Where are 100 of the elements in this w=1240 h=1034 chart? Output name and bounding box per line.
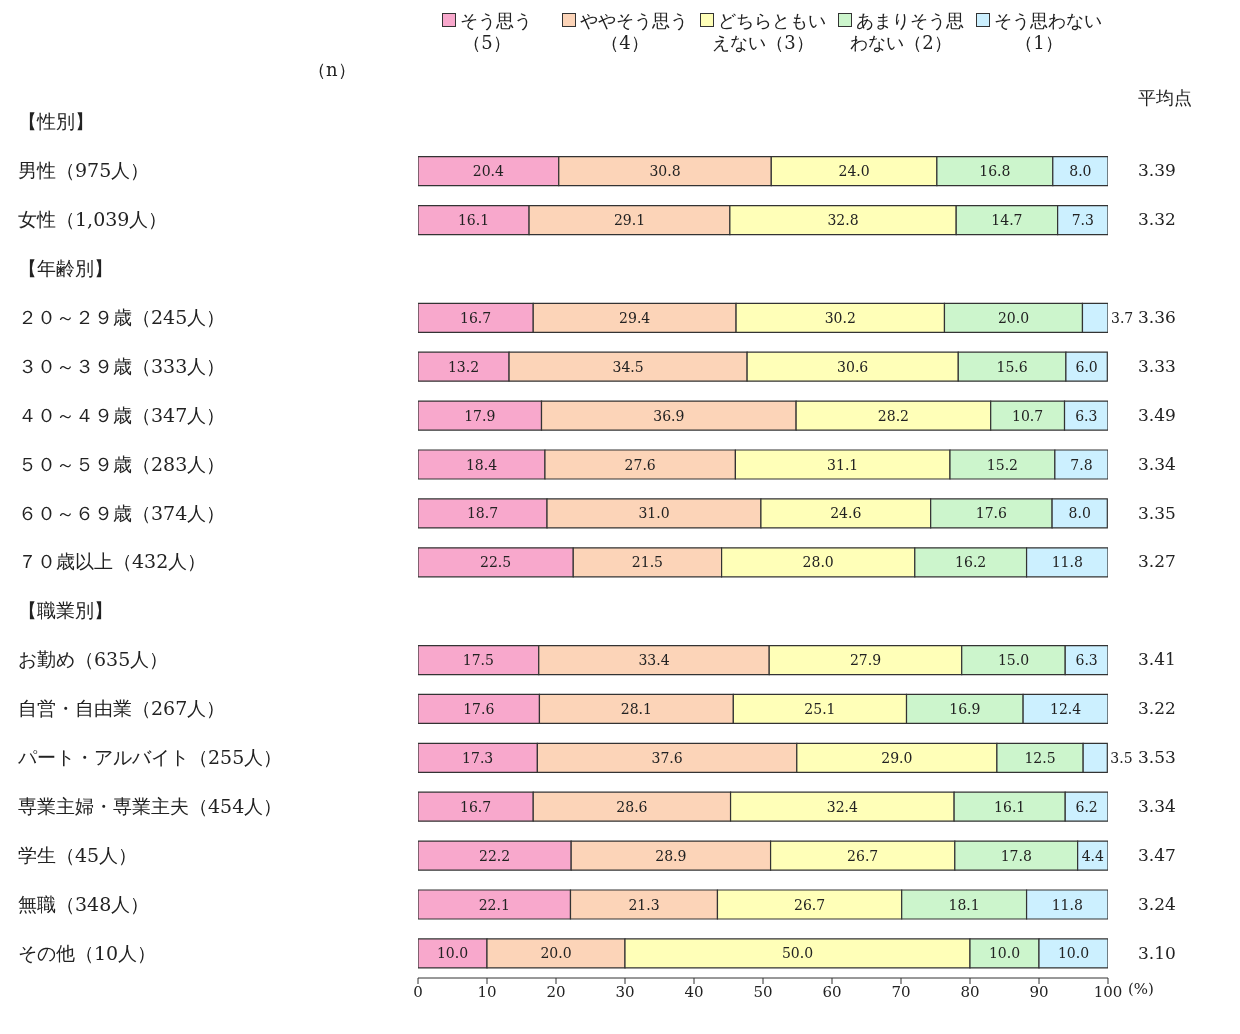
data-label: 24.0 — [838, 163, 870, 180]
data-label: 12.5 — [1024, 749, 1056, 766]
text: 3.33 — [1138, 355, 1176, 376]
data-label: 16.1 — [994, 798, 1026, 815]
y-tick-label: 女性（1,039人） — [18, 208, 168, 231]
data-label: 28.0 — [802, 554, 834, 571]
data-label: 14.7 — [991, 212, 1023, 229]
y-tick-label: 【職業別】 — [18, 599, 113, 622]
y-tick-label: ３０～３９歳（333人） — [18, 354, 226, 377]
text: 3.32 — [1138, 209, 1176, 230]
data-label: 29.0 — [881, 749, 913, 766]
data-label: 32.4 — [826, 798, 859, 815]
data-label: 18.4 — [465, 456, 498, 473]
data-label: 10.0 — [436, 945, 469, 962]
data-label: 10.0 — [1057, 945, 1090, 962]
data-label: 11.8 — [1051, 896, 1083, 913]
data-label: 15.6 — [996, 358, 1028, 375]
data-label: 27.9 — [849, 652, 882, 669]
data-label: 17.6 — [975, 505, 1008, 522]
data-label: 20.4 — [472, 163, 505, 180]
text: 3.53 — [1138, 747, 1176, 767]
x-tick-label: 10 — [477, 982, 497, 1001]
data-label: 8.0 — [1069, 163, 1092, 180]
y-tick-label: その他（10人） — [18, 941, 157, 964]
data-label: 18.7 — [466, 505, 499, 522]
y-tick-label: ５０～５９歳（283人） — [18, 452, 226, 475]
data-label: 17.9 — [464, 407, 496, 424]
x-tick-label: 20 — [546, 982, 566, 1001]
legend-label: どちらともいえない（3） — [711, 10, 827, 54]
x-tick-label: 70 — [891, 982, 911, 1001]
data-label: 6.2 — [1075, 798, 1098, 815]
y-tick-label: 自営・自由業（267人） — [18, 697, 226, 720]
text: 3.35 — [1138, 502, 1176, 523]
data-label: 28.1 — [620, 700, 652, 717]
x-tick-label: 60 — [822, 982, 842, 1001]
data-label: 24.6 — [830, 505, 862, 522]
data-label: 50.0 — [781, 945, 814, 962]
data-label: 21.3 — [628, 896, 660, 913]
data-label: 6.3 — [1075, 652, 1098, 669]
data-label: 30.2 — [824, 309, 856, 326]
data-label: 16.1 — [457, 212, 490, 229]
x-axis-title: (%) — [1128, 980, 1154, 998]
text: 3.36 — [1138, 307, 1176, 327]
x-tick-label: 100 — [1093, 982, 1123, 1001]
data-label: 11.8 — [1051, 554, 1083, 571]
data-label: 3.7 — [1111, 309, 1134, 326]
data-label: 16.9 — [949, 700, 981, 717]
y-tick-label: 無職（348人） — [18, 892, 150, 915]
text: 3.10 — [1138, 942, 1176, 963]
data-label: 16.7 — [460, 798, 492, 815]
text: 3.47 — [1138, 844, 1176, 865]
data-label: 18.1 — [948, 896, 980, 913]
data-label: 28.2 — [877, 407, 909, 424]
text: 3.22 — [1138, 698, 1176, 719]
data-label: 30.8 — [649, 163, 681, 180]
text: 3.27 — [1138, 551, 1176, 572]
text: 3.34 — [1138, 453, 1176, 474]
data-label: 28.6 — [616, 798, 648, 815]
data-label: 4.4 — [1081, 847, 1105, 864]
y-tick-label: ２０～２９歳（245人） — [18, 306, 226, 328]
data-label: 28.9 — [655, 847, 687, 864]
data-label: 31.0 — [638, 505, 670, 522]
data-label: 31.1 — [827, 456, 859, 473]
data-label: 22.5 — [480, 554, 512, 571]
data-label: 33.4 — [638, 652, 670, 669]
x-tick-label: 90 — [1029, 982, 1049, 1001]
y-tick-label: ６０～６９歳（374人） — [18, 501, 226, 524]
data-label: 20.0 — [997, 309, 1030, 326]
y-tick-label: お勤め（635人） — [18, 648, 169, 671]
data-label: 17.5 — [462, 652, 494, 669]
data-label: 22.1 — [478, 896, 510, 913]
data-label: 20.0 — [540, 945, 572, 962]
data-label: 17.3 — [462, 749, 494, 766]
text: 3.39 — [1138, 160, 1176, 181]
legend-label: そう思わない（1） — [993, 10, 1103, 54]
data-label: 26.7 — [793, 896, 826, 913]
data-label: 6.0 — [1075, 358, 1098, 375]
data-label: 15.2 — [986, 456, 1019, 473]
data-label: 29.4 — [619, 309, 651, 326]
y-tick-label: 学生（45人） — [18, 843, 138, 866]
data-label: 13.2 — [447, 358, 480, 375]
data-label: 34.5 — [612, 358, 644, 375]
data-label: 21.5 — [631, 554, 664, 571]
x-tick-label: 0 — [413, 982, 423, 1001]
data-label: 6.3 — [1075, 407, 1098, 424]
y-tick-label: ７０歳以上（432人） — [18, 550, 207, 573]
data-label: 16.8 — [979, 163, 1011, 180]
y-tick-label: 【性別】 — [18, 110, 94, 133]
text: 3.41 — [1138, 649, 1176, 670]
data-label: 3.5 — [1110, 749, 1133, 766]
data-label: 32.8 — [827, 212, 859, 229]
data-label: 16.7 — [460, 309, 492, 326]
text: （n） — [308, 58, 356, 82]
x-tick-label: 30 — [615, 982, 635, 1001]
data-label: 29.1 — [613, 212, 646, 229]
data-label: 25.1 — [804, 700, 836, 717]
text: 平均点 — [1138, 86, 1192, 110]
y-tick-label: 専業主婦・専業主夫（454人） — [18, 794, 283, 817]
y-tick-label: 【年齢別】 — [18, 257, 113, 280]
text: 3.49 — [1138, 404, 1176, 425]
